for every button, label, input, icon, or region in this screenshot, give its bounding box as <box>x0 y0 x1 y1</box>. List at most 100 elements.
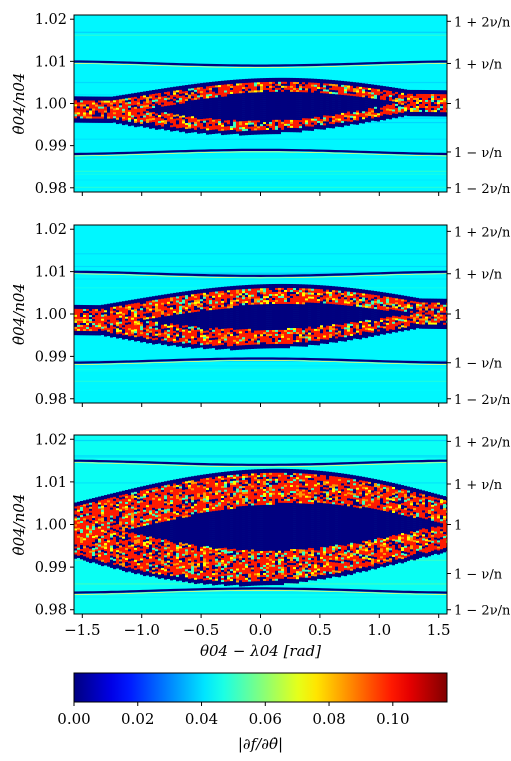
heatmap-cell <box>368 118 371 121</box>
heatmap-cell <box>263 284 266 287</box>
heatmap-cell <box>158 297 161 300</box>
heatmap-cell <box>308 298 311 301</box>
heatmap-cell <box>296 114 299 117</box>
heatmap-cell <box>230 111 233 115</box>
heatmap-cell <box>281 101 284 105</box>
heatmap-cell <box>116 302 119 305</box>
heatmap-cell <box>347 97 350 100</box>
heatmap-cell <box>170 87 173 90</box>
heatmap-cell <box>344 105 347 108</box>
heatmap-cell <box>338 320 341 324</box>
heatmap-cell <box>359 82 362 86</box>
heatmap-cell <box>197 303 200 306</box>
heatmap-cell <box>281 299 284 303</box>
heatmap-cell <box>242 133 245 136</box>
heatmap-cell <box>185 113 188 116</box>
heatmap-cell <box>341 309 344 312</box>
heatmap-cell <box>323 331 326 334</box>
heatmap-cell <box>365 95 368 98</box>
heatmap-cell <box>173 94 176 98</box>
heatmap-cell <box>251 100 254 103</box>
heatmap-cell <box>260 102 263 105</box>
heatmap-cell <box>251 302 254 305</box>
heatmap-cell <box>275 91 278 95</box>
heatmap-cell <box>254 310 257 313</box>
heatmap-cell <box>110 315 113 318</box>
heatmap-cell <box>350 103 353 107</box>
heatmap-cell <box>209 306 212 309</box>
heatmap-cell <box>185 299 188 302</box>
heatmap-cell <box>320 329 323 332</box>
heatmap-cell <box>278 105 281 109</box>
heatmap-cell <box>221 302 224 306</box>
heatmap-cell <box>74 314 77 318</box>
heatmap-cell <box>224 120 227 123</box>
heatmap-cell <box>194 309 197 313</box>
heatmap-cell <box>419 113 422 117</box>
heatmap-cell <box>314 324 317 328</box>
heatmap-cell <box>323 85 326 88</box>
heatmap-cell <box>215 335 218 338</box>
heatmap-cell <box>269 294 272 297</box>
heatmap-cell <box>209 332 212 335</box>
heatmap-cell <box>326 307 329 310</box>
heatmap-cell <box>122 313 125 316</box>
heatmap-cell <box>140 101 143 105</box>
heatmap-cell <box>242 107 245 110</box>
heatmap-cell <box>425 104 428 107</box>
heatmap-cell <box>236 99 239 102</box>
heatmap-cell <box>278 95 281 99</box>
heatmap-cell <box>281 325 284 329</box>
heatmap-cell <box>404 97 407 100</box>
heatmap-cell <box>206 116 209 119</box>
heatmap-cell <box>269 324 272 327</box>
heatmap-cell <box>185 127 188 130</box>
heatmap-cell <box>272 127 275 131</box>
heatmap-cell <box>86 325 89 328</box>
heatmap-cell <box>311 108 314 111</box>
heatmap-cell <box>284 307 287 311</box>
heatmap-cell <box>392 87 395 90</box>
heatmap-cell <box>254 94 257 97</box>
heatmap-cell <box>416 93 419 97</box>
heatmap-cell <box>95 313 98 316</box>
heatmap-streak <box>74 368 447 370</box>
heatmap-cell <box>272 337 275 341</box>
heatmap-cell <box>221 320 224 324</box>
heatmap-cell <box>227 118 230 121</box>
heatmap-cell <box>383 94 386 97</box>
heatmap-cell <box>299 104 302 107</box>
heatmap-cell <box>182 91 185 94</box>
heatmap-cell <box>230 79 233 83</box>
heatmap-cell <box>203 112 206 116</box>
heatmap-cell <box>269 117 272 121</box>
heatmap-cell <box>416 109 419 113</box>
heatmap-cell <box>392 103 395 106</box>
heatmap-cell <box>299 118 302 121</box>
heatmap-cell <box>308 316 311 319</box>
heatmap-cell <box>221 128 224 132</box>
heatmap-cell <box>260 104 263 107</box>
heatmap-cell <box>320 91 323 94</box>
heatmap-cell <box>200 341 203 344</box>
heatmap-cell <box>230 85 233 89</box>
heatmap-cell <box>257 96 260 99</box>
heatmap-cell <box>95 321 98 324</box>
heatmap-cell <box>248 126 251 130</box>
heatmap-cell <box>305 334 308 337</box>
heatmap-cell <box>272 341 275 345</box>
heatmap-cell <box>197 311 200 314</box>
heatmap-cell <box>167 113 170 116</box>
heatmap-cell <box>179 310 182 313</box>
heatmap-cell <box>407 91 410 95</box>
heatmap-cell <box>275 101 278 105</box>
heatmap-cell <box>302 102 305 105</box>
heatmap-cell <box>131 307 134 311</box>
heatmap-cell <box>119 313 122 317</box>
heatmap-cell <box>335 82 338 85</box>
heatmap-cell <box>125 306 128 310</box>
heatmap-cell <box>350 121 353 125</box>
heatmap-cell <box>233 307 236 311</box>
heatmap-cell <box>380 111 383 114</box>
heatmap-cell <box>221 96 224 100</box>
